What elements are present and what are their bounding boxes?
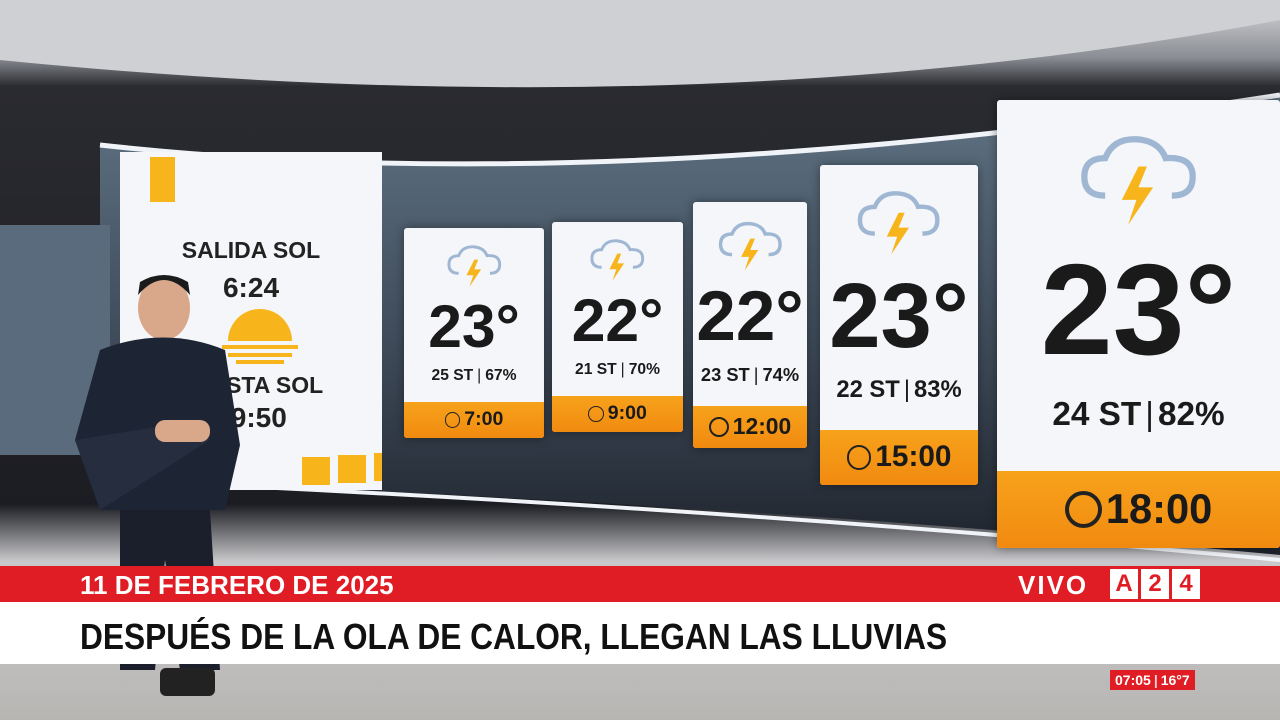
time-bar: 15:00	[820, 429, 978, 485]
clock-icon	[588, 406, 604, 422]
icon-wrap	[820, 186, 978, 257]
sun-panel: SALIDA SOL 6:24 PUESTA SOL 19:50	[120, 152, 382, 490]
hour: 9:00	[607, 402, 647, 425]
hour: 18:00	[1105, 485, 1213, 533]
separator: |	[1153, 672, 1158, 688]
details-row: 23 ST | 74%	[693, 364, 807, 386]
temperature: 23°	[428, 292, 520, 361]
forecast-card: 23° 25 ST | 67% 7:00	[404, 228, 544, 438]
separator: |	[477, 366, 482, 384]
accent-square	[374, 453, 382, 481]
temperature: 22°	[696, 277, 804, 357]
details-row: 24 ST | 82%	[997, 396, 1280, 434]
accent-square	[150, 157, 175, 202]
details-row: 21 ST | 70%	[552, 361, 683, 379]
headline: DESPUÉS DE LA OLA DE CALOR, LLEGAN LAS L…	[80, 616, 948, 657]
sunrise-label: SALIDA SOL	[181, 237, 321, 263]
icon-wrap	[693, 218, 807, 273]
feels-like: 22 ST	[836, 376, 900, 404]
logo-letter: A	[1110, 569, 1138, 599]
humidity: 67%	[485, 366, 517, 384]
humidity: 74%	[762, 364, 800, 386]
logo-letter: 4	[1172, 569, 1200, 599]
hour: 7:00	[464, 408, 504, 431]
forecast-card: 22° 21 ST | 70% 9:00	[552, 222, 683, 432]
time-bar: 9:00	[552, 395, 683, 432]
separator: |	[620, 360, 625, 378]
storm-icon	[718, 221, 782, 271]
temperature: 23°	[829, 263, 969, 368]
temperature: 22°	[571, 286, 664, 355]
time-bar: 12:00	[693, 405, 807, 448]
accent-square	[338, 455, 366, 483]
humidity: 83%	[914, 376, 962, 404]
storm-icon	[1081, 136, 1196, 226]
icon-wrap	[404, 242, 544, 289]
headline-bar: DESPUÉS DE LA OLA DE CALOR, LLEGAN LAS L…	[0, 602, 1280, 664]
sunrise-time: 6:24	[222, 272, 280, 303]
feels-like: 24 ST	[1052, 395, 1142, 433]
clock-icon	[1064, 490, 1102, 529]
storm-icon	[590, 239, 645, 281]
storm-icon	[858, 190, 940, 255]
sun-icon	[222, 309, 298, 364]
live-label: VIVO	[1018, 570, 1089, 600]
feels-like: 23 ST	[700, 364, 750, 386]
accent-square	[302, 457, 330, 485]
icon-wrap	[552, 236, 683, 283]
hour: 12:00	[732, 413, 792, 440]
storm-icon	[447, 245, 501, 287]
separator: |	[903, 376, 911, 404]
date: 11 DE FEBRERO DE 2025	[80, 570, 394, 600]
clock-icon	[708, 416, 729, 437]
details-row: 25 ST | 67%	[404, 367, 544, 385]
logo-letter: 2	[1141, 569, 1169, 599]
clock-box: 07:05 | 16°7	[1110, 670, 1195, 690]
separator: |	[1145, 395, 1154, 433]
time-bar: 18:00	[997, 470, 1280, 548]
clock: 07:05	[1115, 672, 1151, 688]
forecast-card: 22° 23 ST | 74% 12:00	[693, 202, 807, 448]
presenter	[75, 275, 240, 696]
clock-icon	[444, 412, 461, 428]
details-row: 22 ST | 83%	[820, 376, 978, 404]
hour: 15:00	[875, 440, 952, 474]
time-bar: 7:00	[404, 401, 544, 438]
feels-like: 25 ST	[431, 366, 474, 384]
clock-icon	[846, 445, 872, 470]
icon-wrap	[997, 129, 1280, 229]
forecast-card: 23° 22 ST | 83% 15:00	[820, 165, 978, 485]
feels-like: 21 ST	[575, 360, 617, 378]
humidity: 82%	[1157, 395, 1225, 433]
temperature: 23°	[1040, 237, 1237, 382]
current-temperature: 16°7	[1160, 672, 1190, 688]
forecast-card: 23° 24 ST | 82% 18:00	[997, 100, 1280, 548]
separator: |	[753, 364, 759, 386]
humidity: 70%	[628, 360, 660, 378]
